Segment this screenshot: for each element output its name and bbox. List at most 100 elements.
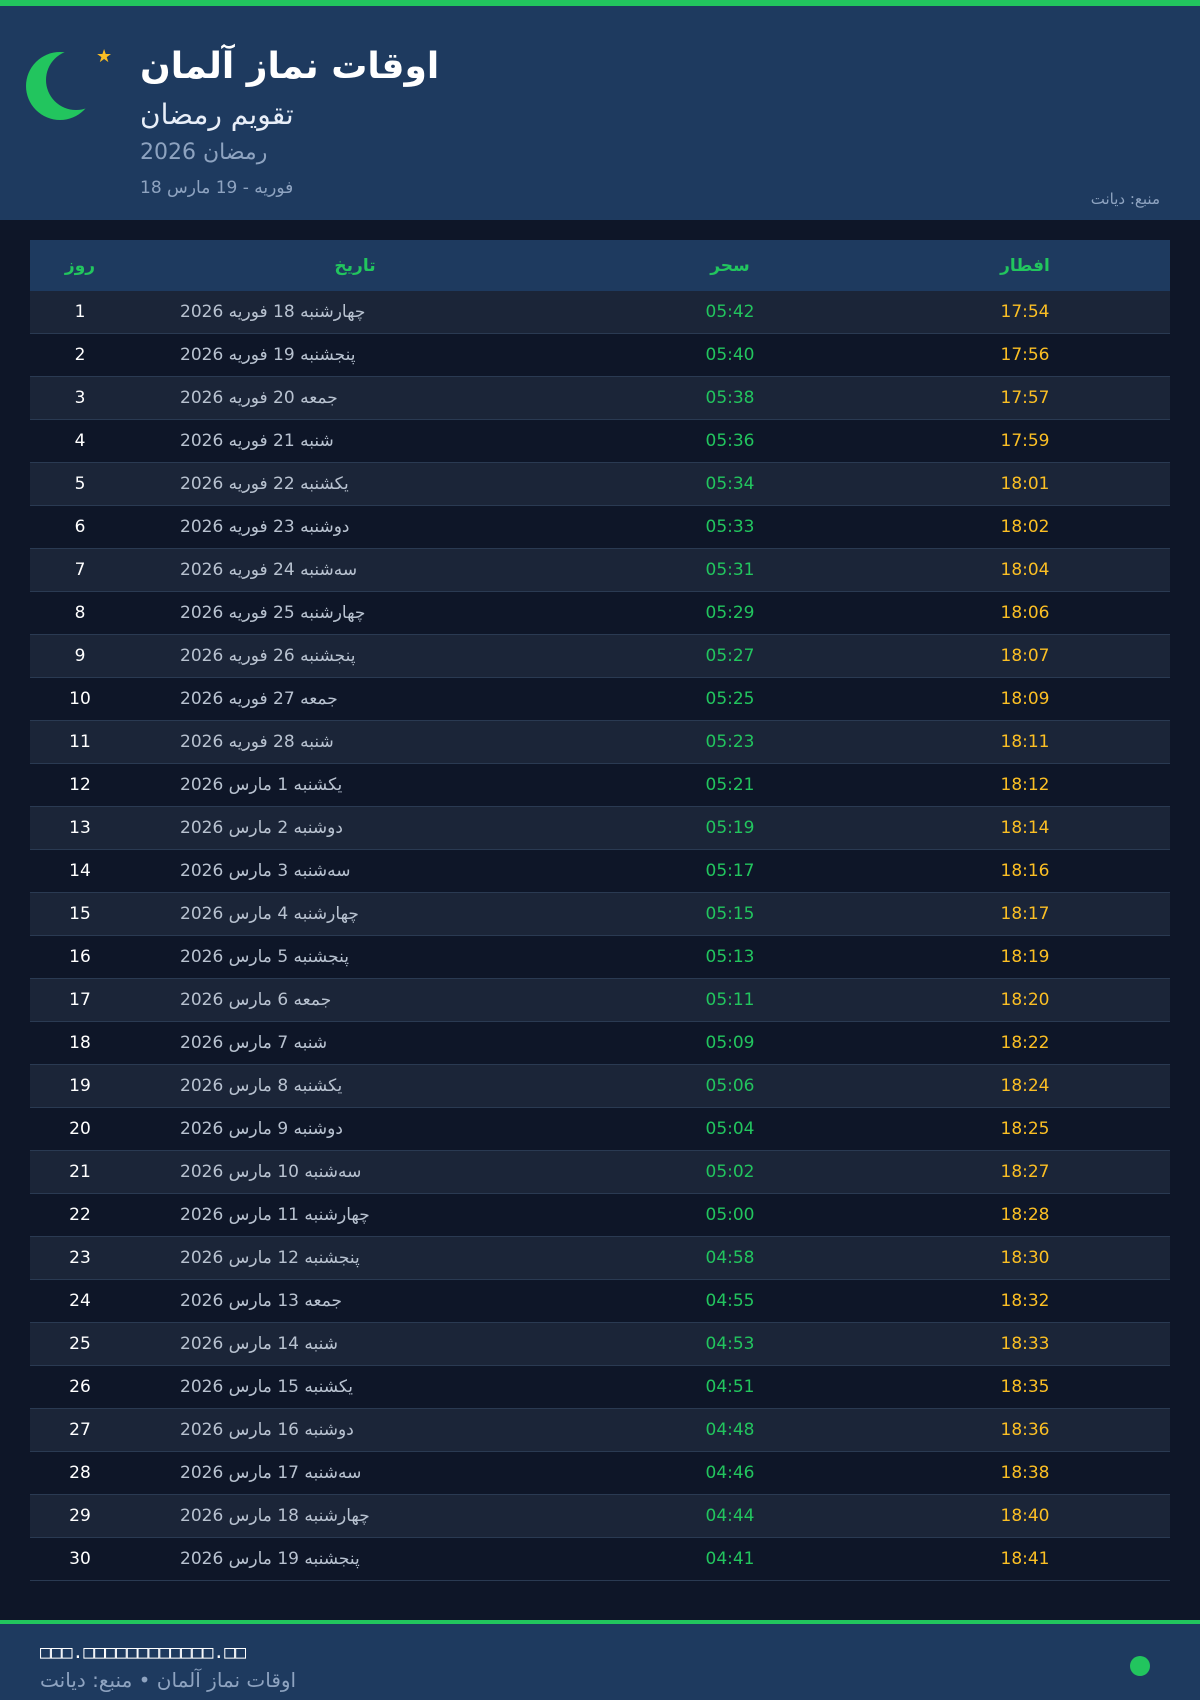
day-cell: 19 — [69, 1076, 91, 1096]
iftar-time: 18:38 — [1000, 1463, 1050, 1483]
sahar-time: 05:42 — [705, 302, 755, 322]
table-row: 5 یکشنبه 22 فوریه 2026 05:34 18:01 — [30, 463, 1170, 506]
date-cell: چهارشنبه 18 فوریه 2026 — [180, 302, 366, 322]
footer-url[interactable]: □□□.□□□□□□□□□□□□.□□ — [40, 1642, 246, 1663]
table-row: 28 سه‌شنبه 17 مارس 2026 04:46 18:38 — [30, 1452, 1170, 1495]
iftar-time: 18:04 — [1000, 560, 1050, 580]
column-header-iftar: افطار — [1000, 255, 1050, 276]
day-cell: 13 — [69, 818, 91, 838]
day-cell: 18 — [69, 1033, 91, 1053]
day-cell: 3 — [74, 388, 86, 408]
table-row: 30 پنجشنبه 19 مارس 2026 04:41 18:41 — [30, 1538, 1170, 1581]
date-cell: شنبه 14 مارس 2026 — [180, 1334, 338, 1354]
sahar-time: 05:09 — [705, 1033, 755, 1053]
iftar-time: 18:41 — [1000, 1549, 1050, 1569]
iftar-time: 17:54 — [1000, 302, 1050, 322]
date-cell: سه‌شنبه 3 مارس 2026 — [180, 861, 351, 881]
day-cell: 30 — [69, 1549, 91, 1569]
day-cell: 4 — [74, 431, 86, 451]
ramadan-timetable: روز تاریخ سحر افطار 1 چهارشنبه 18 فوریه 2… — [30, 240, 1170, 1581]
column-header-sahar: سحر — [710, 255, 750, 276]
table-row: 23 پنجشنبه 12 مارس 2026 04:58 18:30 — [30, 1237, 1170, 1280]
day-cell: 20 — [69, 1119, 91, 1139]
iftar-time: 18:36 — [1000, 1420, 1050, 1440]
date-range: 18 فوریه - 19 مارس — [140, 178, 294, 198]
day-cell: 24 — [69, 1291, 91, 1311]
table-row: 18 شنبه 7 مارس 2026 05:09 18:22 — [30, 1022, 1170, 1065]
day-cell: 27 — [69, 1420, 91, 1440]
iftar-time: 18:09 — [1000, 689, 1050, 709]
day-cell: 12 — [69, 775, 91, 795]
table-row: 8 چهارشنبه 25 فوریه 2026 05:29 18:06 — [30, 592, 1170, 635]
sahar-time: 05:33 — [705, 517, 755, 537]
table-row: 16 پنجشنبه 5 مارس 2026 05:13 18:19 — [30, 936, 1170, 979]
date-cell: پنجشنبه 5 مارس 2026 — [180, 947, 349, 967]
date-cell: جمعه 13 مارس 2026 — [180, 1291, 343, 1311]
date-cell: شنبه 28 فوریه 2026 — [180, 732, 334, 752]
sahar-time: 05:04 — [705, 1119, 755, 1139]
table-row: 7 سه‌شنبه 24 فوریه 2026 05:31 18:04 — [30, 549, 1170, 592]
sahar-time: 05:29 — [705, 603, 755, 623]
sahar-time: 05:31 — [705, 560, 755, 580]
date-cell: پنجشنبه 26 فوریه 2026 — [180, 646, 356, 666]
table-row: 6 دوشنبه 23 فوریه 2026 05:33 18:02 — [30, 506, 1170, 549]
date-cell: شنبه 21 فوریه 2026 — [180, 431, 334, 451]
page-header: ★ اوقات نماز آلمان تقویم رمضان رمضان 202… — [0, 0, 1200, 220]
date-cell: یکشنبه 15 مارس 2026 — [180, 1377, 354, 1397]
day-cell: 16 — [69, 947, 91, 967]
table-row: 12 یکشنبه 1 مارس 2026 05:21 18:12 — [30, 764, 1170, 807]
iftar-time: 17:56 — [1000, 345, 1050, 365]
day-cell: 21 — [69, 1162, 91, 1182]
table-row: 15 چهارشنبه 4 مارس 2026 05:15 18:17 — [30, 893, 1170, 936]
sahar-time: 05:13 — [705, 947, 755, 967]
sahar-time: 04:48 — [705, 1420, 755, 1440]
iftar-time: 18:16 — [1000, 861, 1050, 881]
day-cell: 2 — [74, 345, 86, 365]
iftar-time: 18:32 — [1000, 1291, 1050, 1311]
sahar-time: 04:44 — [705, 1506, 755, 1526]
sahar-time: 05:23 — [705, 732, 755, 752]
date-cell: پنجشنبه 12 مارس 2026 — [180, 1248, 360, 1268]
iftar-time: 18:22 — [1000, 1033, 1050, 1053]
iftar-time: 18:28 — [1000, 1205, 1050, 1225]
iftar-time: 18:30 — [1000, 1248, 1050, 1268]
iftar-time: 18:06 — [1000, 603, 1050, 623]
date-cell: سه‌شنبه 10 مارس 2026 — [180, 1162, 362, 1182]
table-row: 9 پنجشنبه 26 فوریه 2026 05:27 18:07 — [30, 635, 1170, 678]
table-row: 25 شنبه 14 مارس 2026 04:53 18:33 — [30, 1323, 1170, 1366]
table-row: 27 دوشنبه 16 مارس 2026 04:48 18:36 — [30, 1409, 1170, 1452]
sahar-time: 04:51 — [705, 1377, 755, 1397]
day-cell: 8 — [74, 603, 86, 623]
sahar-time: 05:11 — [705, 990, 755, 1010]
sahar-time: 05:06 — [705, 1076, 755, 1096]
day-cell: 25 — [69, 1334, 91, 1354]
footer-text: اوقات نماز آلمان • منبع: دیانت — [40, 1668, 297, 1692]
table-row: 22 چهارشنبه 11 مارس 2026 05:00 18:28 — [30, 1194, 1170, 1237]
day-cell: 23 — [69, 1248, 91, 1268]
day-cell: 14 — [69, 861, 91, 881]
iftar-time: 17:57 — [1000, 388, 1050, 408]
day-cell: 10 — [69, 689, 91, 709]
sahar-time: 05:25 — [705, 689, 755, 709]
column-header-date: تاریخ — [334, 255, 376, 276]
sahar-time: 05:34 — [705, 474, 755, 494]
date-cell: دوشنبه 16 مارس 2026 — [180, 1420, 354, 1440]
iftar-time: 18:14 — [1000, 818, 1050, 838]
iftar-time: 18:19 — [1000, 947, 1050, 967]
table-row: 4 شنبه 21 فوریه 2026 05:36 17:59 — [30, 420, 1170, 463]
date-cell: شنبه 7 مارس 2026 — [180, 1033, 328, 1053]
sahar-time: 05:36 — [705, 431, 755, 451]
iftar-time: 18:20 — [1000, 990, 1050, 1010]
sahar-time: 04:58 — [705, 1248, 755, 1268]
date-cell: دوشنبه 9 مارس 2026 — [180, 1119, 343, 1139]
table-row: 3 جمعه 20 فوریه 2026 05:38 17:57 — [30, 377, 1170, 420]
sahar-time: 05:40 — [705, 345, 755, 365]
table-row: 24 جمعه 13 مارس 2026 04:55 18:32 — [30, 1280, 1170, 1323]
table-row: 13 دوشنبه 2 مارس 2026 05:19 18:14 — [30, 807, 1170, 850]
sahar-time: 05:02 — [705, 1162, 755, 1182]
iftar-time: 18:02 — [1000, 517, 1050, 537]
sahar-time: 04:46 — [705, 1463, 755, 1483]
day-cell: 6 — [74, 517, 86, 537]
table-row: 1 چهارشنبه 18 فوریه 2026 05:42 17:54 — [30, 291, 1170, 334]
iftar-time: 17:59 — [1000, 431, 1050, 451]
